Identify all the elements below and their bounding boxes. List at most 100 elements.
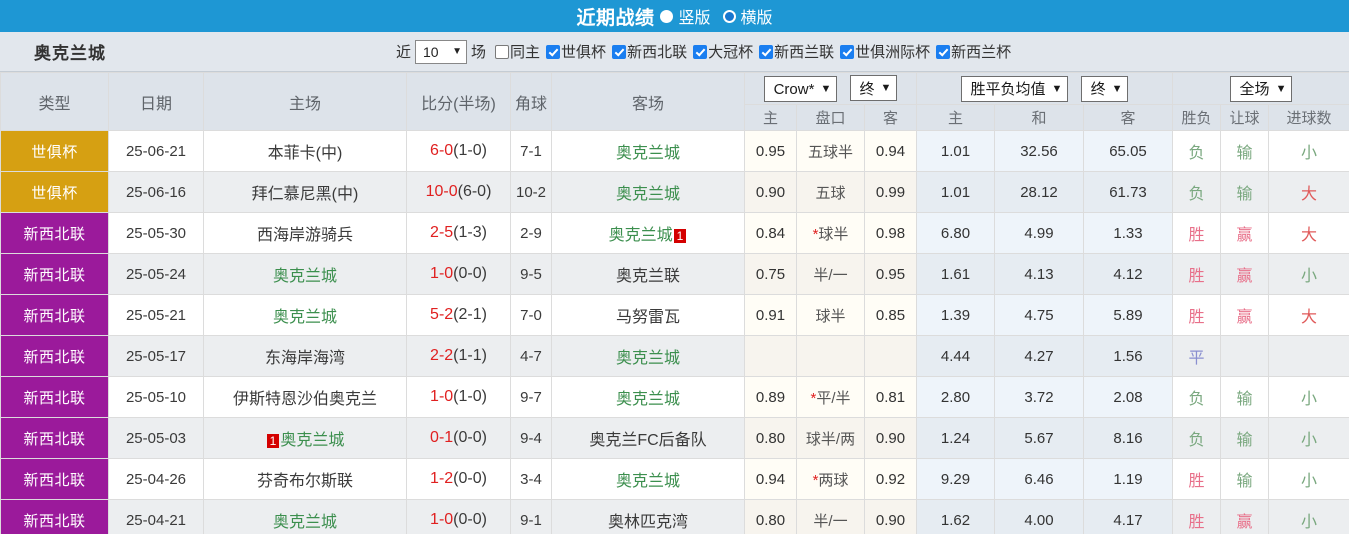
cell-eu-away: 2.08 <box>1083 376 1173 418</box>
cell-type[interactable]: 新西北联 <box>0 376 109 418</box>
cell-home-team[interactable]: 拜仁慕尼黑(中) <box>203 171 407 213</box>
team-name: 奥克兰FC后备队 <box>589 432 707 449</box>
cell-away-team[interactable]: 奥克兰城 <box>551 458 745 500</box>
cell-score[interactable]: 1-0(0-0) <box>406 253 511 295</box>
table-row[interactable]: 世俱杯 25-06-16 拜仁慕尼黑(中) 10-0(6-0) 10-2 奥克兰城 0.90… <box>0 171 1349 213</box>
cell-corner: 2-9 <box>510 212 552 254</box>
cell-type[interactable]: 新西北联 <box>0 253 109 295</box>
ah-stage-select[interactable]: 终 ▼ <box>849 75 898 101</box>
table-row[interactable]: 新西北联 25-05-10 伊斯特恩沙伯奥克兰 1-0(1-0) 9-7 奥克兰城 0.89… <box>0 376 1349 418</box>
scope-select[interactable]: 全场 ▼ <box>1229 75 1293 102</box>
checkbox-same-home[interactable] <box>495 44 510 59</box>
view-mode-horizontal-label: 横版 <box>740 10 773 27</box>
cell-away-team[interactable]: 奥克兰城 <box>551 171 745 213</box>
cell-away-team[interactable]: 马努雷瓦 <box>551 294 745 336</box>
cell-score[interactable]: 2-2(1-1) <box>406 335 511 377</box>
cell-type[interactable]: 新西北联 <box>0 458 109 500</box>
eu-stage-select[interactable]: 终 ▼ <box>1080 75 1129 102</box>
corner-score: 3-4 <box>520 470 542 488</box>
col-header-goals-result: 进球数 <box>1267 104 1349 131</box>
cell-eu-draw: 32.56 <box>994 130 1084 172</box>
cell-ah-home: 0.90 <box>744 171 797 213</box>
radio-selected-icon[interactable] <box>660 9 674 23</box>
cell-home-team[interactable]: 西海岸游骑兵 <box>203 212 407 254</box>
filter-controls: 近 10 ▼ 场 同主 世俱杯 新西北联 大冠杯 新西兰联 世俱洲际杯 新西兰杯 <box>392 39 1012 64</box>
table-row[interactable]: 新西北联 25-05-30 西海岸游骑兵 2-5(1-3) 2-9 奥克兰城 1 0.84 *球… <box>0 212 1349 254</box>
match-score: 1-0(0-0) <box>430 511 487 528</box>
cell-ah-line: 半/一 <box>796 499 865 534</box>
table-row[interactable]: 新西北联 25-04-21 奥克兰城 1-0(0-0) 9-1 奥林匹克湾 0.80 半/一 0… <box>0 499 1349 534</box>
cell-score[interactable]: 6-0(1-0) <box>406 130 511 172</box>
cell-away-team[interactable]: 奥克兰城 <box>551 130 745 172</box>
cell-home-team[interactable]: 奥克兰城 <box>203 294 407 336</box>
result-badge: 负 <box>1188 186 1205 203</box>
chevron-down-icon: ▼ <box>452 46 463 57</box>
goals-result-badge: 小 <box>1301 473 1318 490</box>
cell-ah-line: 球半/两 <box>796 417 865 459</box>
col-header-eu-home: 主 <box>916 104 995 131</box>
cell-away-team[interactable]: 奥克兰城 <box>551 335 745 377</box>
view-mode-vertical[interactable]: 竖版 <box>660 4 711 28</box>
match-date: 25-05-10 <box>125 388 187 406</box>
cell-type[interactable]: 新西北联 <box>0 417 109 459</box>
cell-score[interactable]: 10-0(6-0) <box>406 171 511 213</box>
goals-result-badge: 大 <box>1301 227 1318 244</box>
eu-company-select[interactable]: 胜平负均值 ▼ <box>960 75 1069 102</box>
cell-home-team[interactable]: 伊斯特恩沙伯奥克兰 <box>203 376 407 418</box>
goals-result-badge: 小 <box>1301 432 1318 449</box>
cell-score[interactable]: 1-2(0-0) <box>406 458 511 500</box>
result-badge: 胜 <box>1188 473 1205 490</box>
ah-company-select[interactable]: Crow* ▼ <box>763 76 838 102</box>
cell-home-team[interactable]: 芬奇布尔斯联 <box>203 458 407 500</box>
view-mode-horizontal[interactable]: 横版 <box>722 4 773 28</box>
cell-home-team[interactable]: 东海岸海湾 <box>203 335 407 377</box>
table-row[interactable]: 新西北联 25-05-21 奥克兰城 5-2(2-1) 7-0 马努雷瓦 0.91 球半 0.8… <box>0 294 1349 336</box>
cell-eu-away: 5.89 <box>1083 294 1173 336</box>
cell-score[interactable]: 0-1(0-0) <box>406 417 511 459</box>
cell-score[interactable]: 2-5(1-3) <box>406 212 511 254</box>
league-badge: 新西北联 <box>1 500 108 534</box>
cell-home-team[interactable]: 奥克兰城 <box>203 253 407 295</box>
cell-result: 负 <box>1172 171 1221 213</box>
table-row[interactable]: 新西北联 25-05-24 奥克兰城 1-0(0-0) 9-5 奥克兰联 0.75 半/一 0.… <box>0 253 1349 295</box>
cell-home-team[interactable]: 奥克兰城 <box>203 499 407 534</box>
cell-away-team[interactable]: 奥克兰FC后备队 <box>551 417 745 459</box>
cell-away-team[interactable]: 奥林匹克湾 <box>551 499 745 534</box>
cell-corner: 9-7 <box>510 376 552 418</box>
match-score: 2-2(1-1) <box>430 347 487 364</box>
table-row[interactable]: 新西北联 25-04-26 芬奇布尔斯联 1-2(0-0) 3-4 奥克兰城 0.94 *两球… <box>0 458 1349 500</box>
checkbox-league-0[interactable] <box>546 44 561 59</box>
cell-away-team[interactable]: 奥克兰城 <box>551 376 745 418</box>
cell-score[interactable]: 1-0(0-0) <box>406 499 511 534</box>
cell-away-team[interactable]: 奥克兰联 <box>551 253 745 295</box>
cell-type[interactable]: 世俱杯 <box>0 171 109 213</box>
checkbox-league-3[interactable] <box>759 44 774 59</box>
cell-date: 25-05-21 <box>108 294 204 336</box>
league-badge: 新西北联 <box>1 459 108 499</box>
table-row[interactable]: 世俱杯 25-06-21 本菲卡(中) 6-0(1-0) 7-1 奥克兰城 0.95 五球半 0… <box>0 130 1349 172</box>
cell-type[interactable]: 新西北联 <box>0 212 109 254</box>
cell-type[interactable]: 新西北联 <box>0 499 109 534</box>
cell-goals-result: 小 <box>1267 458 1349 500</box>
checkbox-league-4[interactable] <box>840 44 855 59</box>
cell-type[interactable]: 新西北联 <box>0 294 109 336</box>
cell-score[interactable]: 1-0(1-0) <box>406 376 511 418</box>
result-badge: 胜 <box>1188 268 1205 285</box>
cell-home-team[interactable]: 本菲卡(中) <box>203 130 407 172</box>
league-badge: 新西北联 <box>1 295 108 335</box>
page-title-bar: 近期战绩 竖版 横版 <box>0 0 1349 32</box>
cell-score[interactable]: 5-2(2-1) <box>406 294 511 336</box>
match-count-value: 10 <box>423 43 439 60</box>
cell-away-team[interactable]: 奥克兰城 1 <box>551 212 745 254</box>
checkbox-league-1[interactable] <box>612 44 627 59</box>
cell-type[interactable]: 世俱杯 <box>0 130 109 172</box>
table-row[interactable]: 新西北联 25-05-17 东海岸海湾 2-2(1-1) 4-7 奥克兰城 4.44 4.27… <box>0 335 1349 377</box>
table-row[interactable]: 新西北联 25-05-03 1 奥克兰城 0-1(0-0) 9-4 奥克兰FC后备队 0.80… <box>0 417 1349 459</box>
checkbox-league-2[interactable] <box>693 44 708 59</box>
radio-unselected-icon[interactable] <box>722 9 736 23</box>
cell-home-team[interactable]: 1 奥克兰城 <box>203 417 407 459</box>
checkbox-league-5[interactable] <box>936 44 951 59</box>
cell-type[interactable]: 新西北联 <box>0 335 109 377</box>
cell-ah-line: 球半 <box>796 294 865 336</box>
match-count-select[interactable]: 10 ▼ <box>415 39 468 64</box>
